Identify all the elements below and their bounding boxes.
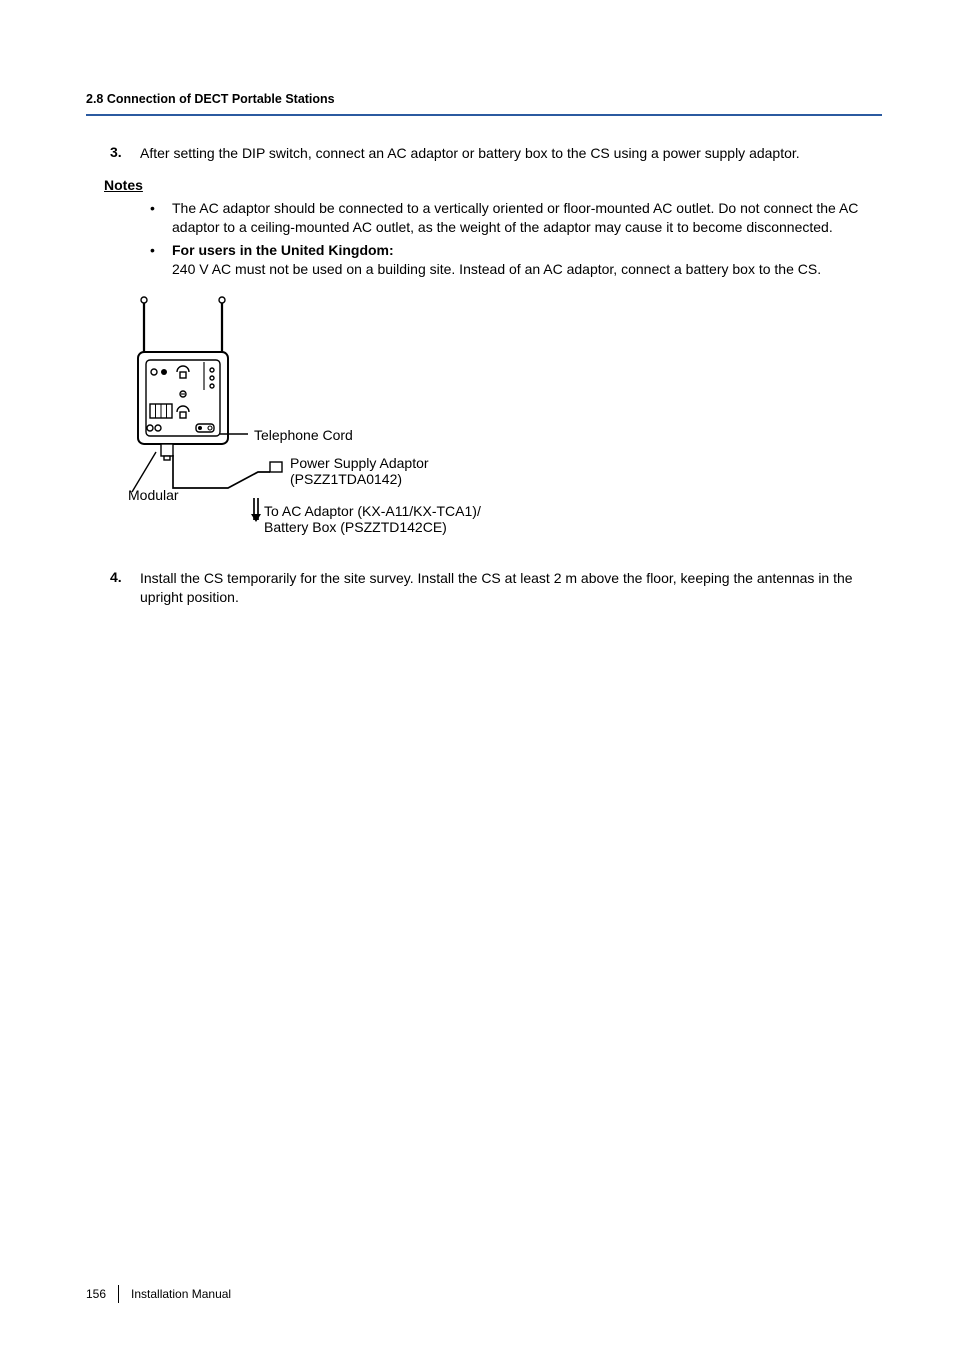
notes-heading: Notes	[104, 177, 882, 193]
note-bold: For users in the United Kingdom:	[172, 242, 394, 258]
ordered-steps: 4. Install the CS temporarily for the si…	[102, 569, 882, 607]
step-text: After setting the DIP switch, connect an…	[140, 144, 882, 163]
ordered-steps: 3. After setting the DIP switch, connect…	[102, 144, 882, 163]
svg-text:Power Supply Adaptor: Power Supply Adaptor	[290, 455, 429, 471]
step-3: 3. After setting the DIP switch, connect…	[102, 144, 882, 163]
svg-text:Battery Box (PSZZTD142CE): Battery Box (PSZZTD142CE)	[264, 519, 447, 535]
diagram-svg: Modular Telephone Cord Power Supply Adapto…	[108, 290, 548, 550]
step-text: Install the CS temporarily for the site …	[140, 569, 882, 607]
page-number: 156	[86, 1287, 118, 1301]
section-header: 2.8 Connection of DECT Portable Stations	[86, 92, 882, 106]
step-4: 4. Install the CS temporarily for the si…	[102, 569, 882, 607]
step-number: 3.	[102, 144, 140, 163]
note-item: The AC adaptor should be connected to a …	[144, 199, 882, 237]
svg-text:(PSZZ1TDA0142): (PSZZ1TDA0142)	[290, 471, 402, 487]
svg-text:Telephone Cord: Telephone Cord	[254, 427, 353, 443]
svg-text:To AC Adaptor (KX-A11/KX-TCA1): To AC Adaptor (KX-A11/KX-TCA1)/	[264, 503, 481, 519]
step-number: 4.	[102, 569, 140, 607]
note-item: For users in the United Kingdom: 240 V A…	[144, 241, 882, 279]
page-footer: 156 Installation Manual	[86, 1285, 231, 1303]
svg-text:Modular: Modular	[128, 487, 179, 503]
header-rule	[86, 114, 882, 116]
cs-connection-diagram: Modular Telephone Cord Power Supply Adapto…	[108, 290, 882, 553]
footer-divider	[118, 1285, 119, 1303]
footer-title: Installation Manual	[131, 1287, 231, 1301]
note-text: 240 V AC must not be used on a building …	[172, 261, 821, 277]
notes-list: The AC adaptor should be connected to a …	[144, 199, 882, 279]
note-text: The AC adaptor should be connected to a …	[172, 200, 858, 235]
